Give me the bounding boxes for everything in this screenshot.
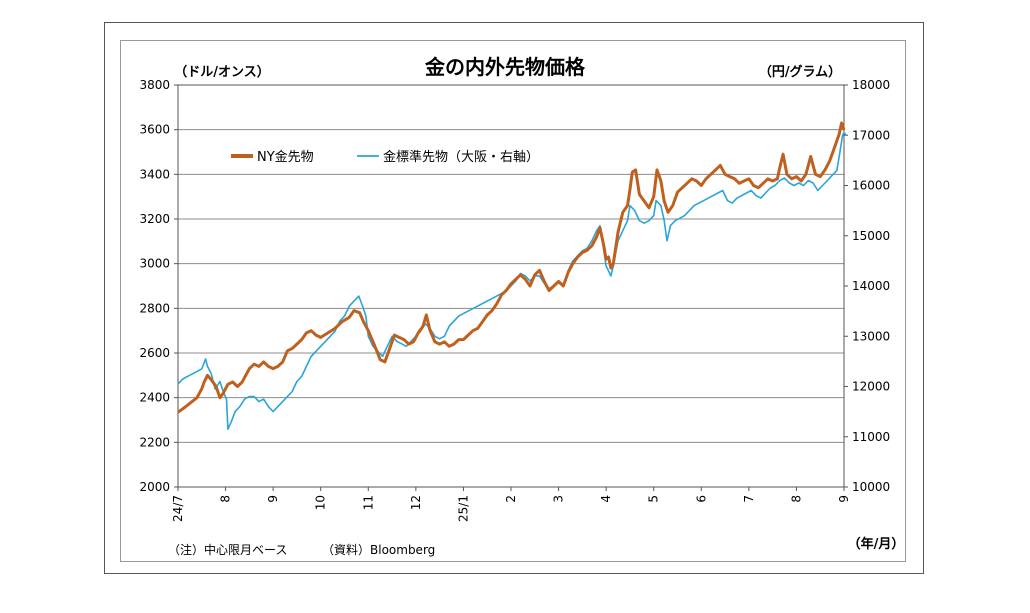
right-tick-label: 12000	[852, 380, 890, 394]
chart-note: （注）中心限月ベース	[168, 542, 287, 557]
left-axis-ticks: 2000 2200 2400 2600 2800 3000 3200 3400 3600 3800	[139, 78, 178, 494]
series-lines	[177, 121, 847, 431]
right-tick-label: 11000	[852, 430, 890, 444]
right-tick-label: 13000	[852, 329, 890, 343]
left-tick-label: 2400	[139, 391, 170, 405]
x-tick-label: 10	[314, 495, 328, 510]
x-tick-label: 8	[789, 495, 803, 503]
left-tick-label: 3400	[139, 167, 170, 181]
chart-frame	[120, 40, 906, 562]
left-axis-unit: （ドル/オンス）	[174, 64, 270, 80]
x-tick-label: 9	[266, 495, 280, 503]
x-tick-label: 2	[504, 495, 518, 503]
chart-title: 金の内外先物価格	[424, 55, 586, 79]
x-tick-label: 6	[694, 495, 708, 503]
series-line-ny	[177, 121, 846, 414]
grid-lines	[178, 129, 844, 443]
left-tick-label: 2000	[139, 480, 170, 494]
left-tick-label: 2200	[139, 435, 170, 449]
outer-frame	[104, 22, 924, 574]
x-tick-label: 24/7	[171, 495, 185, 522]
x-tick-label: 9	[837, 495, 851, 503]
left-tick-label: 2800	[139, 301, 170, 315]
x-tick-label: 25/1	[456, 495, 470, 522]
x-tick-label: 3	[552, 495, 566, 503]
left-tick-label: 3800	[139, 78, 170, 92]
legend-label-ny: NY金先物	[257, 149, 314, 165]
right-tick-label: 18000	[852, 78, 890, 92]
x-tick-label: 8	[219, 495, 233, 503]
x-axis-unit: （年/月）	[848, 536, 905, 552]
left-tick-label: 3200	[139, 212, 170, 226]
right-tick-label: 10000	[852, 480, 890, 494]
x-tick-label: 7	[742, 495, 756, 503]
left-tick-label: 3600	[139, 123, 170, 137]
right-tick-label: 15000	[852, 229, 890, 243]
left-tick-label: 2600	[139, 346, 170, 360]
right-axis-ticks: 10000 11000 12000 13000 14000 15000 16000 17000…	[844, 78, 890, 494]
legend-label-osaka: 金標準先物（大阪・右軸）	[383, 149, 539, 165]
chart-source: （資料）Bloomberg	[322, 543, 435, 557]
x-tick-label: 11	[361, 495, 375, 510]
x-tick-label: 4	[599, 495, 613, 503]
left-tick-label: 3000	[139, 257, 170, 271]
x-tick-label: 12	[409, 495, 423, 510]
right-tick-label: 14000	[852, 279, 890, 293]
x-axis-ticks: 24/7 8 9 10 11 12 25/1 2 3 4 5 6 7 8 9	[171, 487, 851, 522]
x-tick-label: 5	[647, 495, 661, 503]
legend: NY金先物 金標準先物（大阪・右軸）	[231, 149, 539, 165]
right-tick-label: 17000	[852, 128, 890, 142]
right-axis-unit: （円/グラム）	[759, 64, 841, 80]
right-tick-label: 16000	[852, 179, 890, 193]
